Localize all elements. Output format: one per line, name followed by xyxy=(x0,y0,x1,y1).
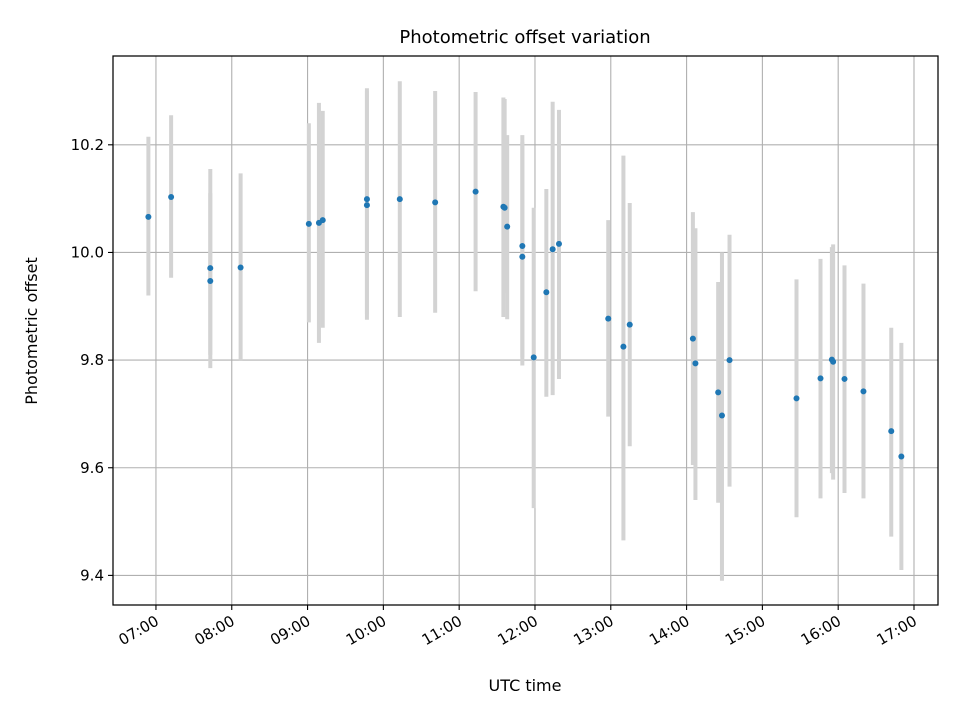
y-axis-ticks: 9.4 9.6 9.8 10.0 10.2 xyxy=(71,136,113,584)
data-point xyxy=(305,220,312,227)
x-tick-label: 10:00 xyxy=(343,612,389,649)
x-tick-label: 17:00 xyxy=(874,612,920,649)
x-tick-label: 12:00 xyxy=(495,612,541,649)
x-axis-label: UTC time xyxy=(489,676,562,695)
data-point xyxy=(530,354,537,361)
x-tick-label: 07:00 xyxy=(116,612,162,649)
data-point xyxy=(237,264,244,271)
data-point xyxy=(860,388,867,395)
data-point xyxy=(620,343,627,350)
x-tick-label: 08:00 xyxy=(191,612,237,649)
data-points xyxy=(145,188,905,460)
data-point xyxy=(207,277,214,284)
data-point xyxy=(817,375,824,382)
y-tick-label: 10.2 xyxy=(71,136,104,154)
data-point xyxy=(898,453,905,460)
data-point xyxy=(793,395,800,402)
y-tick-label: 9.6 xyxy=(80,459,104,477)
y-tick-label: 10.0 xyxy=(71,243,104,261)
data-point xyxy=(841,375,848,382)
y-axis-label: Photometric offset xyxy=(22,257,41,405)
data-point xyxy=(543,289,550,296)
data-point xyxy=(519,242,526,249)
data-point xyxy=(207,265,214,272)
y-tick-label: 9.4 xyxy=(80,566,104,584)
data-point xyxy=(718,412,725,419)
data-point xyxy=(319,217,326,224)
data-point xyxy=(715,389,722,396)
x-tick-label: 11:00 xyxy=(419,612,465,649)
data-point xyxy=(168,194,175,201)
x-tick-label: 16:00 xyxy=(798,612,844,649)
data-point xyxy=(396,196,403,203)
chart-title: Photometric offset variation xyxy=(399,27,650,48)
x-tick-label: 14:00 xyxy=(646,612,692,649)
data-point xyxy=(689,335,696,342)
data-point xyxy=(363,202,370,209)
y-tick-label: 9.8 xyxy=(80,351,104,369)
data-point xyxy=(888,428,895,435)
data-point xyxy=(830,358,837,365)
data-point xyxy=(145,213,152,220)
error-bars xyxy=(146,81,904,581)
data-point xyxy=(555,240,562,247)
grid-lines xyxy=(113,56,938,605)
x-axis-ticks: 07:00 08:00 09:00 10:00 11:00 12:00 13:00 14:00… xyxy=(116,605,920,649)
data-point xyxy=(549,246,556,253)
data-point xyxy=(519,253,526,260)
data-point xyxy=(504,223,511,230)
data-point xyxy=(605,315,612,322)
x-tick-label: 09:00 xyxy=(267,612,313,649)
data-point xyxy=(501,204,508,211)
x-tick-label: 13:00 xyxy=(570,612,616,649)
x-tick-label: 15:00 xyxy=(722,612,768,649)
data-point xyxy=(363,196,370,203)
data-point xyxy=(692,360,699,367)
data-point xyxy=(432,199,439,206)
data-point xyxy=(726,357,733,364)
plot-area-frame xyxy=(112,55,939,606)
data-point xyxy=(626,321,633,328)
data-point xyxy=(472,188,479,195)
